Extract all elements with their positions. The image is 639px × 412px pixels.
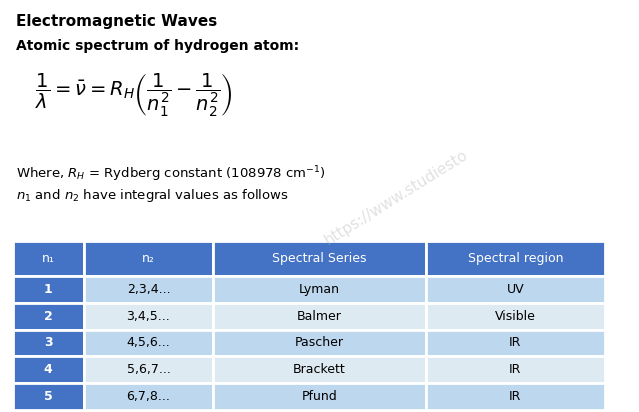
Text: 5: 5 [44, 390, 52, 403]
FancyBboxPatch shape [84, 356, 213, 383]
Text: $n_1$ and $n_2$ have integral values as follows: $n_1$ and $n_2$ have integral values as … [16, 187, 289, 204]
Text: Atomic spectrum of hydrogen atom:: Atomic spectrum of hydrogen atom: [16, 39, 299, 53]
Text: Balmer: Balmer [297, 310, 342, 323]
FancyBboxPatch shape [84, 241, 213, 276]
Text: IR: IR [509, 363, 521, 376]
FancyBboxPatch shape [13, 383, 84, 410]
Text: Spectral Series: Spectral Series [272, 252, 367, 265]
FancyBboxPatch shape [426, 330, 604, 356]
Text: 4,5,6...: 4,5,6... [127, 337, 171, 349]
FancyBboxPatch shape [84, 383, 213, 410]
Text: UV: UV [507, 283, 524, 296]
FancyBboxPatch shape [213, 383, 426, 410]
FancyBboxPatch shape [426, 356, 604, 383]
FancyBboxPatch shape [426, 241, 604, 276]
Text: Spectral region: Spectral region [468, 252, 563, 265]
Text: 6,7,8...: 6,7,8... [127, 390, 171, 403]
Text: 3,4,5...: 3,4,5... [127, 310, 171, 323]
FancyBboxPatch shape [213, 241, 426, 276]
Text: n₁: n₁ [42, 252, 55, 265]
FancyBboxPatch shape [213, 276, 426, 303]
FancyBboxPatch shape [84, 330, 213, 356]
FancyBboxPatch shape [213, 303, 426, 330]
Text: Pfund: Pfund [302, 390, 337, 403]
FancyBboxPatch shape [13, 241, 84, 276]
Text: $\dfrac{1}{\lambda} = \bar{\nu} = R_H \left(\dfrac{1}{n_1^2} - \dfrac{1}{n_2^2}\: $\dfrac{1}{\lambda} = \bar{\nu} = R_H \l… [35, 72, 233, 119]
FancyBboxPatch shape [426, 383, 604, 410]
FancyBboxPatch shape [213, 330, 426, 356]
FancyBboxPatch shape [426, 276, 604, 303]
Text: Visible: Visible [495, 310, 535, 323]
Text: 2,3,4...: 2,3,4... [127, 283, 170, 296]
FancyBboxPatch shape [84, 303, 213, 330]
Text: Brackett: Brackett [293, 363, 346, 376]
Text: IR: IR [509, 390, 521, 403]
FancyBboxPatch shape [13, 356, 84, 383]
Text: n₂: n₂ [142, 252, 155, 265]
Text: Electromagnetic Waves: Electromagnetic Waves [16, 14, 217, 29]
FancyBboxPatch shape [84, 276, 213, 303]
Text: Pascher: Pascher [295, 337, 344, 349]
Text: 2: 2 [44, 310, 52, 323]
FancyBboxPatch shape [13, 330, 84, 356]
Text: Lyman: Lyman [299, 283, 340, 296]
Text: 3: 3 [44, 337, 52, 349]
Text: 4: 4 [44, 363, 52, 376]
Text: Where, $R_H$ = Rydberg constant (108978 cm$^{-1}$): Where, $R_H$ = Rydberg constant (108978 … [16, 165, 326, 185]
Text: 5,6,7...: 5,6,7... [127, 363, 171, 376]
FancyBboxPatch shape [13, 303, 84, 330]
Text: IR: IR [509, 337, 521, 349]
FancyBboxPatch shape [426, 303, 604, 330]
Text: https://www.studiesto: https://www.studiesto [321, 147, 471, 248]
Text: 1: 1 [44, 283, 52, 296]
FancyBboxPatch shape [13, 276, 84, 303]
FancyBboxPatch shape [213, 356, 426, 383]
